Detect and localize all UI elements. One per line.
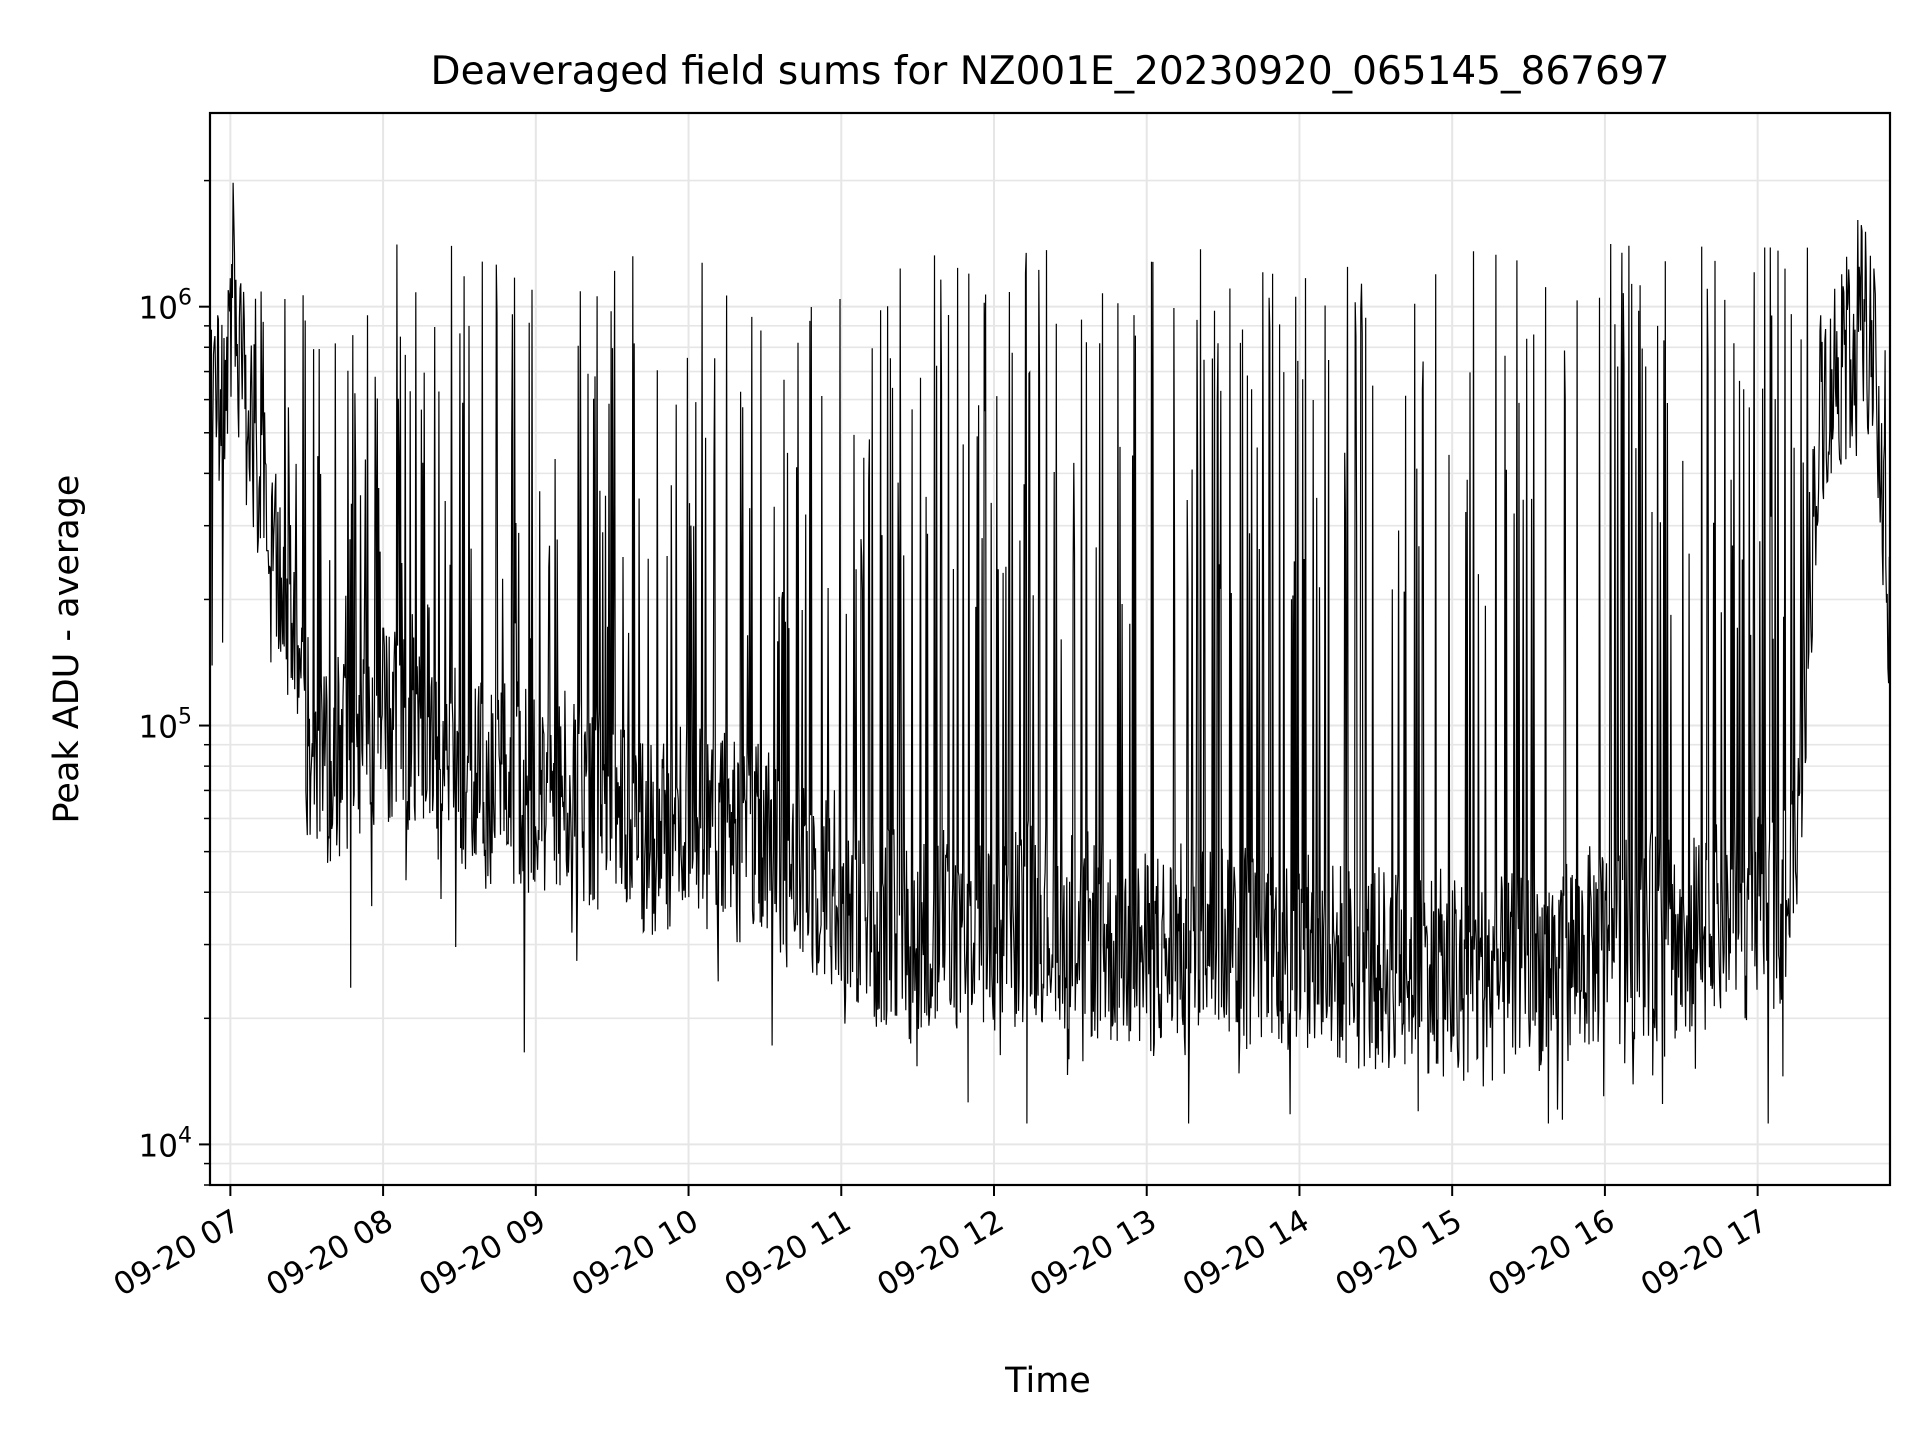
y-axis-title: Peak ADU - average [47, 475, 87, 824]
chart-title: Deaveraged field sums for NZ001E_2023092… [431, 49, 1670, 94]
data-series [209, 182, 1891, 1124]
y-tick-label: 106 [139, 286, 192, 327]
x-axis-title: Time [1004, 1361, 1091, 1401]
series-line [209, 182, 1891, 1124]
y-tick-label: 105 [139, 705, 192, 746]
plot-frame [208, 111, 1892, 1187]
y-tick-label: 104 [139, 1123, 192, 1164]
